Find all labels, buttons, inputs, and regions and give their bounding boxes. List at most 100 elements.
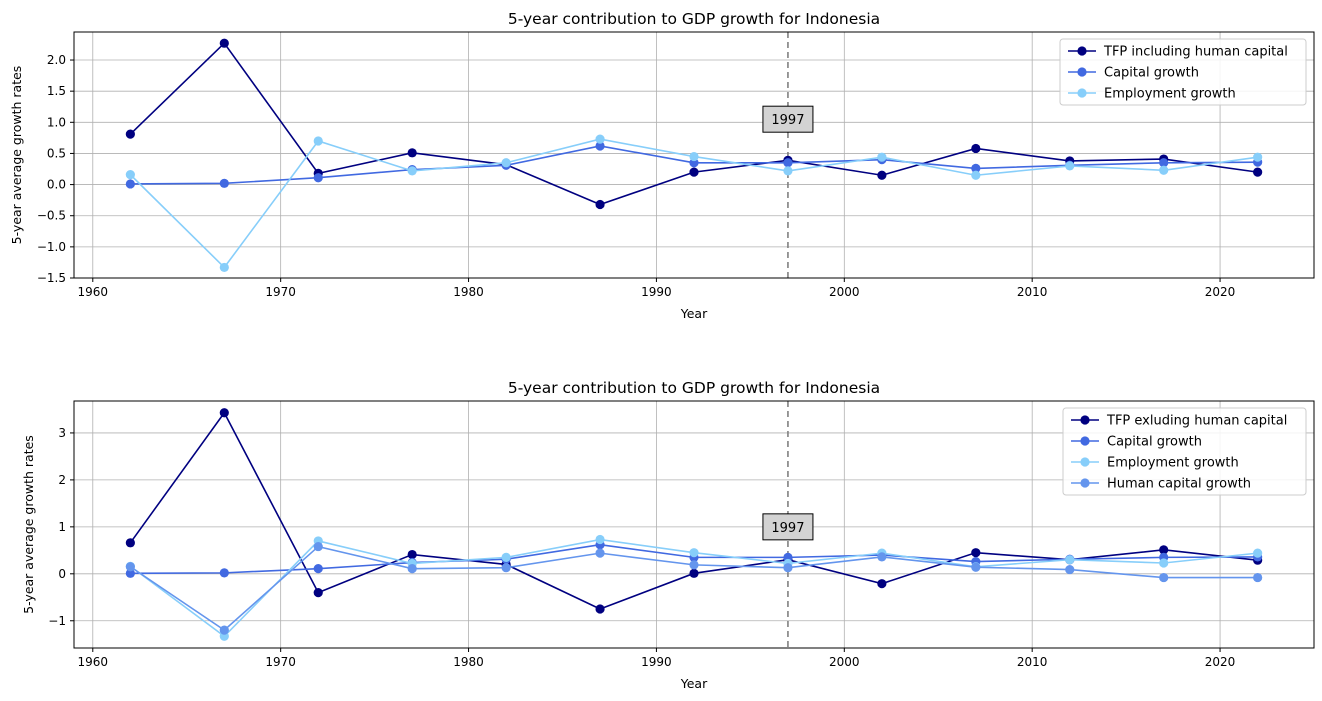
chart-1: 1960 1970 1980 1990 2000 2010 2020 −1.5 −1.0 −0.5… (9, 10, 1315, 321)
x-tick-label: 1990 (641, 285, 672, 299)
data-point (1159, 572, 1169, 583)
data-point (501, 552, 511, 562)
chart-title: 5-year contribution to GDP growth for In… (508, 379, 880, 397)
legend-box (1062, 407, 1307, 496)
legend-entry: Capital growth (1068, 66, 1199, 81)
data-point (1065, 555, 1075, 565)
y-tick-label: −1.0 (37, 240, 66, 254)
data-point (125, 568, 135, 578)
data-point (501, 563, 511, 573)
data-point (689, 151, 699, 162)
series-4 (125, 541, 1263, 635)
axes-frame (73, 400, 1315, 649)
x-tick-label: 2010 (1017, 285, 1048, 299)
legend-entry: Human capital growth (1071, 477, 1251, 492)
data-point (125, 562, 135, 572)
legend-marker (1080, 457, 1090, 467)
data-point (407, 166, 417, 176)
data-point (971, 170, 981, 180)
data-point (783, 166, 793, 176)
x-axis-label: Year (680, 306, 708, 321)
legend-marker (1080, 415, 1090, 425)
legend-box (1059, 38, 1307, 106)
legend-entry: TFP exluding human capital (1071, 414, 1287, 429)
x-tick-label: 2000 (829, 655, 860, 669)
y-tick-label: −1.5 (37, 271, 66, 285)
y-tick-label: −0.5 (37, 209, 66, 223)
data-point (219, 408, 229, 418)
data-point (877, 170, 887, 180)
x-tick-label: 1960 (78, 285, 109, 299)
legend-marker (1077, 88, 1087, 98)
y-axis-label: 5-year average growth rates (21, 435, 36, 614)
legend-entry: Employment growth (1068, 87, 1236, 102)
data-point (125, 179, 135, 189)
x-tick-label: 2020 (1205, 285, 1236, 299)
x-tick-label: 1980 (453, 655, 484, 669)
legend-marker (1080, 478, 1090, 488)
y-axis-label: 5-year average growth rates (9, 66, 24, 245)
series-2 (125, 141, 1263, 189)
data-point (1253, 167, 1263, 177)
data-point (595, 548, 605, 558)
legend-marker (1080, 436, 1090, 446)
x-tick-label: 2020 (1205, 655, 1236, 669)
data-point (125, 129, 135, 139)
data-point (689, 548, 699, 558)
data-point (501, 158, 511, 168)
data-point (783, 158, 793, 168)
x-axis-label: Year (680, 676, 708, 691)
annotation-label: 1997 (771, 113, 804, 128)
data-point (689, 560, 699, 570)
data-point (1253, 572, 1263, 583)
legend-label: TFP exluding human capital (1106, 414, 1287, 429)
legend-label: Human capital growth (1107, 477, 1251, 492)
y-tick-label: 2 (58, 473, 66, 487)
legend-label: TFP including human capital (1103, 45, 1288, 60)
annotation-label: 1997 (771, 521, 804, 536)
data-point (313, 564, 323, 574)
data-point (595, 199, 605, 210)
x-tick-label: 1970 (265, 285, 296, 299)
chart-title: 5-year contribution to GDP growth for In… (508, 10, 880, 28)
data-point (877, 579, 887, 589)
y-tick-label: 0.0 (47, 178, 66, 192)
data-point (971, 548, 981, 558)
data-point (219, 625, 229, 635)
axes-frame (73, 31, 1315, 279)
data-point (125, 170, 135, 180)
legend-label: Employment growth (1107, 456, 1239, 471)
data-point (1253, 152, 1263, 162)
x-tick-label: 1980 (453, 285, 484, 299)
data-point (407, 564, 417, 574)
data-point (595, 134, 605, 144)
data-point (689, 568, 699, 578)
legend-marker (1077, 67, 1087, 77)
y-tick-label: 1.0 (47, 115, 66, 129)
y-tick-label: −1 (48, 614, 66, 628)
data-point (1159, 158, 1169, 168)
data-point (313, 541, 323, 552)
data-point (219, 262, 229, 273)
data-point (219, 38, 229, 48)
legend-entry: TFP including human capital (1068, 45, 1288, 60)
data-point (1253, 548, 1263, 558)
data-point (407, 148, 417, 158)
data-point (877, 552, 887, 562)
x-tick-label: 1970 (265, 655, 296, 669)
data-point (1159, 545, 1169, 555)
x-tick-label: 2000 (829, 285, 860, 299)
data-point (595, 604, 605, 614)
data-point (125, 538, 135, 548)
y-tick-label: 1.5 (47, 84, 66, 98)
data-point (219, 178, 229, 188)
x-tick-label: 1960 (78, 655, 109, 669)
data-point (595, 141, 605, 151)
data-point (313, 173, 323, 183)
data-point (313, 136, 323, 146)
legend-entry: Employment growth (1071, 456, 1239, 471)
x-tick-label: 2010 (1017, 655, 1048, 669)
data-point (407, 549, 417, 560)
annotation: 1997 (762, 105, 814, 133)
data-point (783, 563, 793, 573)
